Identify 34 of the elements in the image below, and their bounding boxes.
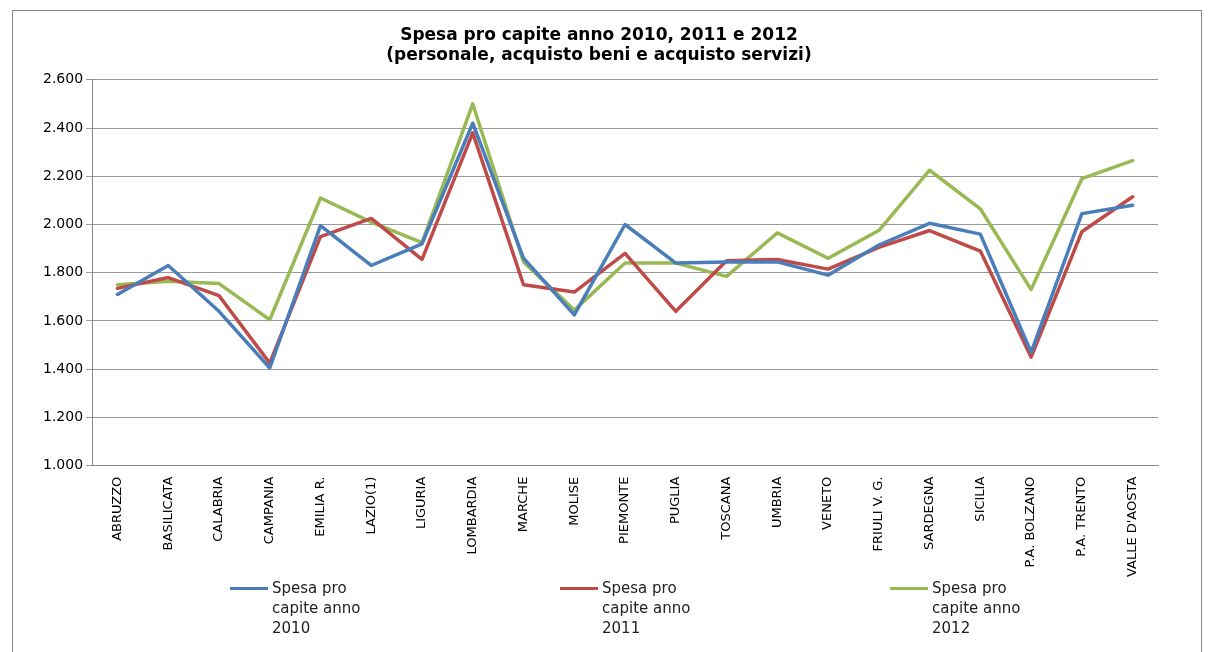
x-tick-label: LIGURIA: [413, 476, 429, 530]
x-tick-label: PUGLIA: [667, 476, 683, 525]
chart-title: Spesa pro capite anno 2010, 2011 e 2012 (personale, acquisto beni e acquisto servizi): [386, 23, 812, 65]
y-tick-label: 2.600: [42, 70, 84, 87]
x-tick-label: TOSCANA: [717, 476, 733, 541]
x-tick-label: ABRUZZO: [108, 476, 124, 541]
y-tick-label: 2.000: [42, 215, 84, 232]
x-tick-label: P.A. TRENTO: [1073, 476, 1089, 557]
x-tick-label: UMBRIA: [768, 476, 784, 529]
x-tick-label: FRIULI V. G.: [870, 476, 886, 552]
x-tick-label: LAZIO(1): [362, 476, 378, 535]
y-tick-label: 1.200: [42, 408, 84, 425]
x-tick-label: EMILIA R.: [311, 476, 327, 537]
y-tick-label: 2.200: [42, 166, 84, 183]
x-tick-label: CALABRIA: [210, 476, 226, 542]
x-tick-label: LOMBARDIA: [464, 476, 480, 555]
x-tick-label: SICILIA: [971, 476, 987, 522]
legend-label: Spesa pro capite anno 2011: [602, 578, 692, 638]
x-tick-label: P.A. BOLZANO: [1022, 476, 1038, 568]
x-tick-label: PIEMONTE: [616, 476, 632, 544]
x-tick-label: VENETO: [819, 476, 835, 530]
x-tick-label: SARDEGNA: [920, 476, 936, 550]
x-tick-label: MOLISE: [565, 476, 581, 526]
x-tick-label: CAMPANIA: [261, 476, 277, 545]
x-tick-label: VALLE D'AOSTA: [1124, 476, 1139, 577]
y-tick-label: 1.800: [42, 263, 84, 280]
y-tick-label: 1.000: [42, 456, 84, 473]
legend-label: Spesa pro capite anno 2010: [272, 578, 362, 638]
x-tick-label: BASILICATA: [159, 476, 175, 551]
y-tick-label: 1.600: [42, 311, 84, 328]
legend-label: Spesa pro capite anno 2012: [932, 578, 1022, 638]
y-tick-label: 1.400: [42, 359, 84, 376]
x-tick-label: MARCHE: [514, 476, 530, 533]
y-tick-label: 2.400: [42, 118, 84, 135]
